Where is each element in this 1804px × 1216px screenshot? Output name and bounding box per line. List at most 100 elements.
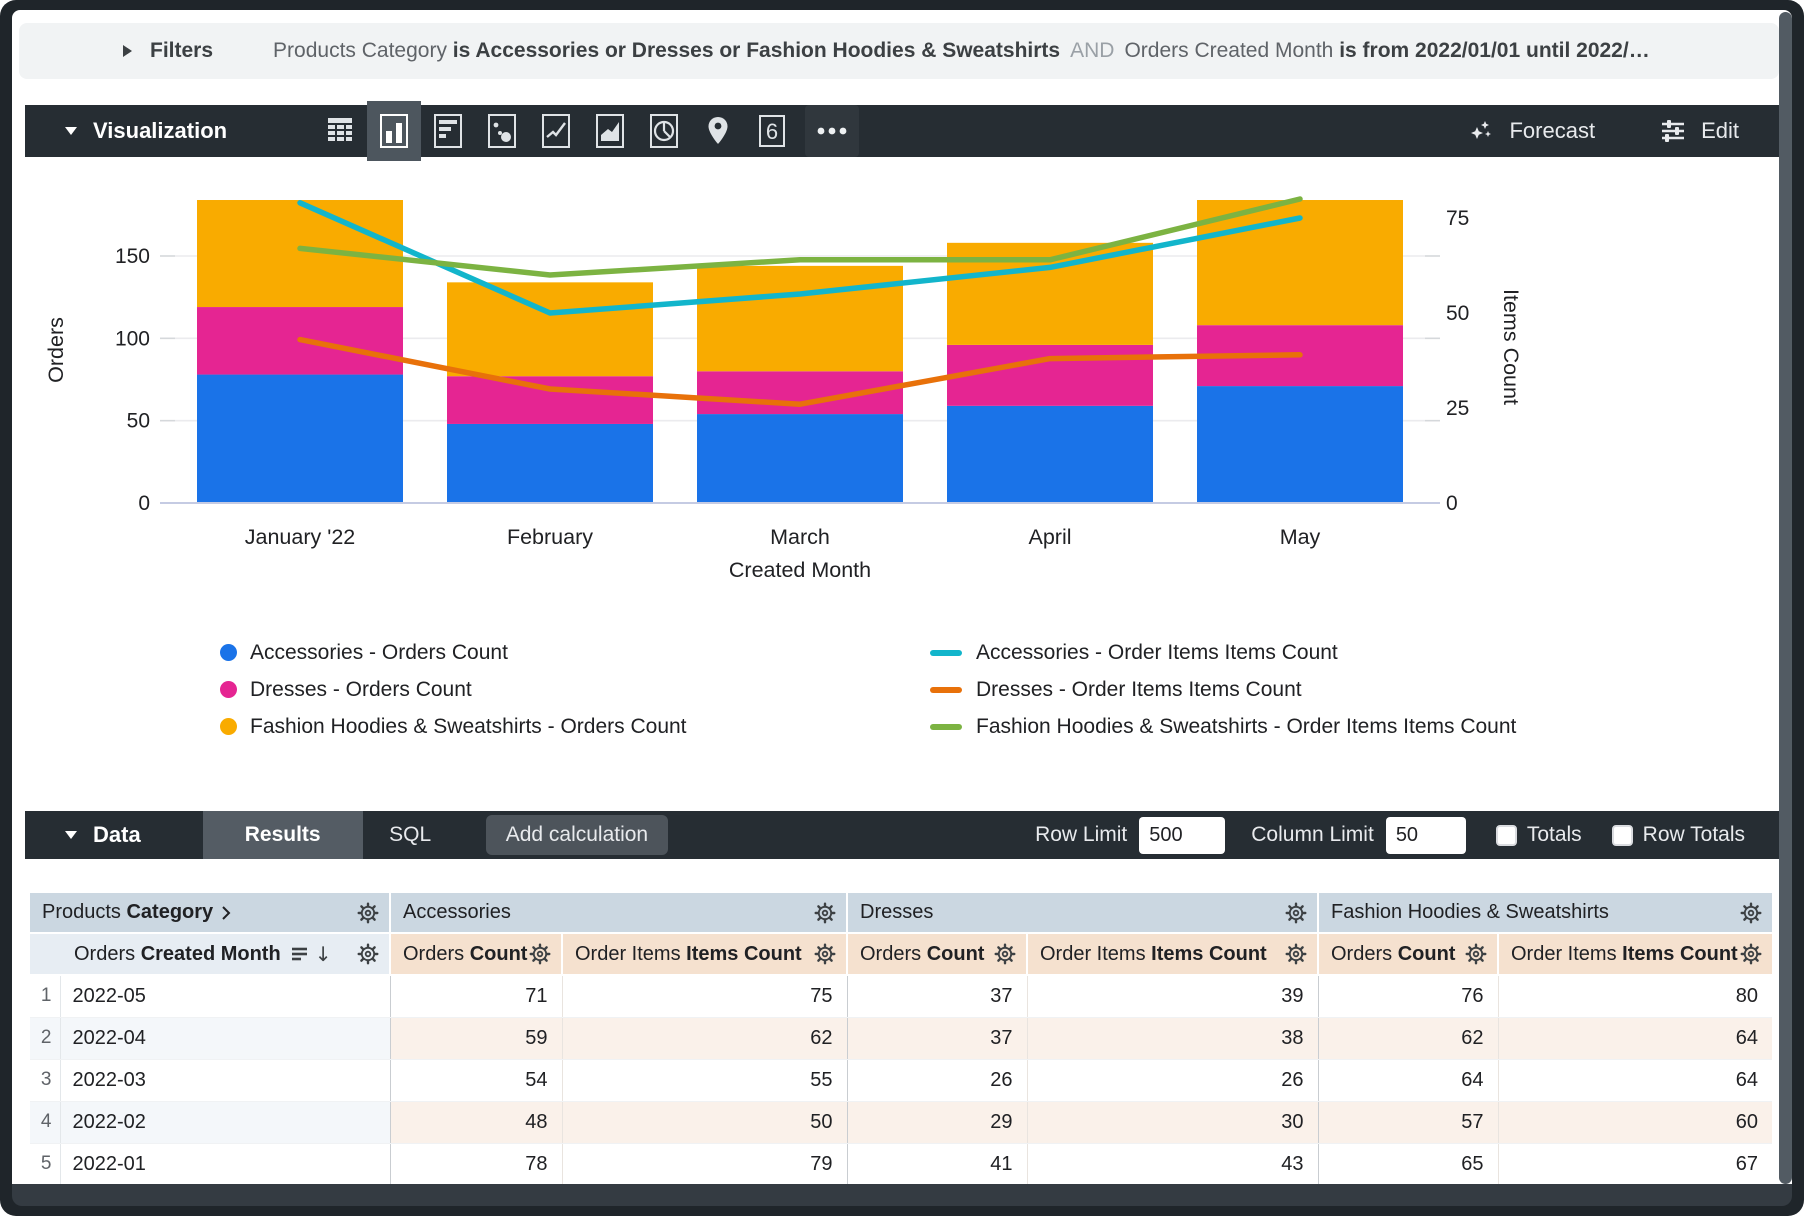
column-header-accessories-items-count[interactable]: Order Items Items Count — [561, 933, 847, 976]
cell-created-month[interactable]: 2022-03 — [59, 1059, 390, 1102]
gear-icon[interactable] — [357, 943, 379, 965]
gear-icon[interactable] — [994, 943, 1016, 965]
legend-item[interactable]: Dresses - Order Items Items Count — [930, 671, 1516, 708]
group-header-accessories[interactable]: Accessories — [389, 893, 847, 934]
totals-label: Totals — [1526, 823, 1582, 846]
cell-value[interactable]: 75 — [561, 975, 847, 1018]
chart-type-table-icon[interactable] — [313, 105, 367, 157]
cell-value[interactable]: 43 — [1026, 1143, 1318, 1184]
column-limit-input[interactable] — [1385, 816, 1466, 854]
cell-value[interactable]: 48 — [389, 1101, 562, 1144]
cell-created-month[interactable]: 2022-02 — [59, 1101, 390, 1144]
tab-sql[interactable]: SQL — [389, 823, 432, 846]
group-header-dresses[interactable]: Dresses — [846, 893, 1318, 934]
column-header-accessories-orders-count[interactable]: Orders Count — [389, 933, 562, 976]
column-header-created-month[interactable]: Orders Created Month ↓ — [60, 933, 390, 976]
chart-type-pie-icon[interactable] — [637, 105, 691, 157]
cell-value[interactable]: 80 — [1497, 975, 1772, 1018]
gear-icon[interactable] — [1285, 902, 1307, 924]
cell-value[interactable]: 78 — [389, 1143, 562, 1184]
filters-title[interactable]: Filters — [150, 39, 214, 62]
cell-value[interactable]: 79 — [561, 1143, 847, 1184]
chevron-right-icon[interactable] — [221, 905, 231, 921]
gear-icon[interactable] — [1740, 902, 1762, 924]
svg-text:0: 0 — [138, 492, 150, 515]
gear-icon[interactable] — [529, 943, 551, 965]
cell-value[interactable]: 64 — [1497, 1059, 1772, 1102]
page-scrollbar[interactable] — [1779, 12, 1792, 1184]
legend-item[interactable]: Fashion Hoodies & Sweatshirts - Order It… — [930, 708, 1516, 745]
cell-value[interactable]: 39 — [1026, 975, 1318, 1018]
tab-results[interactable]: Results — [202, 811, 363, 859]
group-header-fashion-hoodies[interactable]: Fashion Hoodies & Sweatshirts — [1317, 893, 1772, 934]
legend-swatch-dash — [930, 723, 962, 730]
gear-icon[interactable] — [1740, 943, 1762, 965]
chart-type-column-icon[interactable] — [367, 101, 422, 161]
cell-value[interactable]: 26 — [1026, 1059, 1318, 1102]
gear-icon[interactable] — [814, 943, 836, 965]
cell-created-month[interactable]: 2022-01 — [59, 1143, 390, 1184]
gear-icon[interactable] — [1465, 943, 1487, 965]
cell-value[interactable]: 26 — [846, 1059, 1027, 1102]
cell-value[interactable]: 60 — [1497, 1101, 1772, 1144]
filter-summary[interactable]: Products Category is Accessories or Dres… — [273, 39, 1650, 63]
forecast-button[interactable]: Forecast — [1467, 117, 1595, 145]
sort-desc-icon[interactable]: ↓ — [314, 942, 332, 966]
cell-value[interactable]: 38 — [1026, 1017, 1318, 1060]
totals-checkbox[interactable] — [1495, 824, 1517, 846]
cell-value[interactable]: 55 — [561, 1059, 847, 1102]
cell-value[interactable]: 59 — [389, 1017, 562, 1060]
cell-value[interactable]: 64 — [1317, 1059, 1498, 1102]
row-totals-checkbox-wrap[interactable]: Row Totals — [1611, 823, 1745, 847]
svg-text:50: 50 — [1446, 302, 1469, 325]
cell-value[interactable]: 76 — [1317, 975, 1498, 1018]
add-calculation-button[interactable]: Add calculation — [485, 815, 669, 855]
edit-button[interactable]: Edit — [1659, 117, 1739, 145]
row-limit-input[interactable] — [1139, 816, 1226, 854]
chart-type-area-icon[interactable] — [583, 105, 637, 157]
cell-value[interactable]: 64 — [1497, 1017, 1772, 1060]
column-header-dresses-items-count[interactable]: Order Items Items Count — [1026, 933, 1318, 976]
cell-value[interactable]: 37 — [846, 1017, 1027, 1060]
legend-item[interactable]: Dresses - Orders Count — [220, 671, 687, 708]
group-header-products-category[interactable]: Products Category — [30, 893, 390, 934]
cell-value[interactable]: 29 — [846, 1101, 1027, 1144]
cell-value[interactable]: 62 — [1317, 1017, 1498, 1060]
chart-type-line-icon[interactable] — [529, 105, 583, 157]
chart-type-scatter-icon[interactable] — [475, 105, 529, 157]
cell-value[interactable]: 57 — [1317, 1101, 1498, 1144]
filters-expand-icon[interactable] — [123, 45, 132, 57]
data-collapse-icon[interactable] — [65, 831, 77, 839]
column-header-fashion-orders-count[interactable]: Orders Count — [1317, 933, 1498, 976]
chart-type-single-value-icon[interactable]: 6 — [745, 105, 799, 157]
column-header-fashion-items-count[interactable]: Order Items Items Count — [1497, 933, 1772, 976]
subtotal-icon[interactable] — [291, 946, 309, 962]
legend-item[interactable]: Accessories - Order Items Items Count — [930, 634, 1516, 671]
cell-value[interactable]: 54 — [389, 1059, 562, 1102]
cell-value[interactable]: 62 — [561, 1017, 847, 1060]
chart-type-bar-icon[interactable] — [421, 105, 475, 157]
column-header-dresses-orders-count[interactable]: Orders Count — [846, 933, 1027, 976]
combo-chart[interactable]: 0 50 100 150 0 25 50 75 January '22 February March… — [12, 157, 1792, 805]
gear-icon[interactable] — [357, 902, 379, 924]
cell-value[interactable]: 65 — [1317, 1143, 1498, 1184]
visualization-collapse-icon[interactable] — [65, 127, 77, 135]
cell-created-month[interactable]: 2022-04 — [59, 1017, 390, 1060]
row-totals-checkbox[interactable] — [1611, 824, 1633, 846]
cell-value[interactable]: 37 — [846, 975, 1027, 1018]
legend-item[interactable]: Accessories - Orders Count — [220, 634, 687, 671]
cell-value[interactable]: 50 — [561, 1101, 847, 1144]
cell-value[interactable]: 41 — [846, 1143, 1027, 1184]
chart-type-map-icon[interactable] — [691, 105, 745, 157]
single-value-icon: 6 — [759, 115, 786, 147]
totals-checkbox-wrap[interactable]: Totals — [1495, 823, 1582, 847]
gear-icon[interactable] — [814, 902, 836, 924]
cell-value[interactable]: 30 — [1026, 1101, 1318, 1144]
gear-icon[interactable] — [1285, 943, 1307, 965]
table-group-header-row: Products Category Accessories Dresses — [30, 893, 1772, 934]
legend-item[interactable]: Fashion Hoodies & Sweatshirts - Orders C… — [220, 708, 687, 745]
cell-created-month[interactable]: 2022-05 — [59, 975, 390, 1018]
cell-value[interactable]: 71 — [389, 975, 562, 1018]
chart-type-more-icon[interactable] — [805, 105, 860, 157]
cell-value[interactable]: 67 — [1497, 1143, 1772, 1184]
